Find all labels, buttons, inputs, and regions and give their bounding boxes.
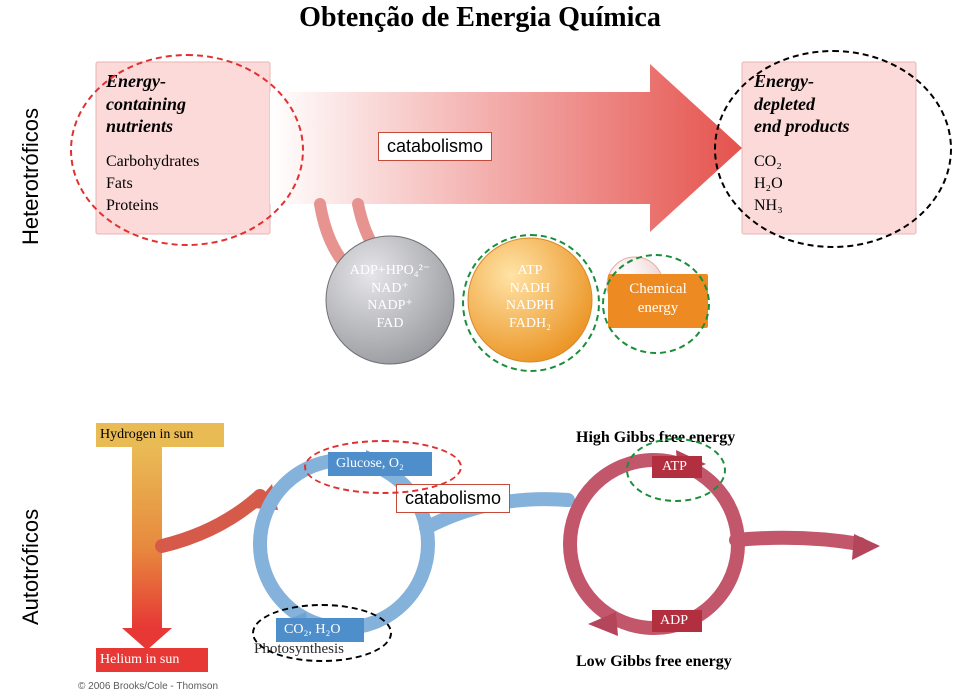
red-out-arrow <box>736 538 860 544</box>
big-energy-arrow <box>270 64 742 232</box>
side-label-heterotroficos: Heterotróficos <box>18 108 44 245</box>
overlay-atp-circle <box>626 438 726 502</box>
overlay-nutrients-ellipse <box>70 54 304 246</box>
overlay-orange-ball-circle <box>462 234 600 372</box>
sun-arrow-shaft <box>132 447 162 628</box>
copyright: © 2006 Brooks/Cole - Thomson <box>78 681 218 692</box>
helium-label: Helium in sun <box>100 651 179 669</box>
sun-arrow-head <box>122 628 172 650</box>
overlay-chem-energy-circle <box>602 254 710 354</box>
red-out-arrow-head <box>852 534 880 560</box>
adp-label: ADP <box>660 612 688 630</box>
catabolismo-label-top: catabolismo <box>378 132 492 161</box>
overlay-co2-ellipse <box>252 604 392 662</box>
overlay-endproducts-ellipse <box>714 50 952 248</box>
sun-to-cycle-arrow <box>162 496 260 546</box>
hydrogen-label: Hydrogen in sun <box>100 426 193 444</box>
grey-ball-text: ADP+HPO₄²⁻ NAD⁺ NADP⁺ FAD <box>330 262 450 332</box>
overlay-glucose-ellipse <box>304 440 462 494</box>
page-title: Obtenção de Energia Química <box>0 2 960 34</box>
low-gibbs-label: Low Gibbs free energy <box>576 652 732 672</box>
side-label-autotroficos: Autotróficos <box>18 509 44 625</box>
bottom-panel-svg <box>60 414 940 682</box>
